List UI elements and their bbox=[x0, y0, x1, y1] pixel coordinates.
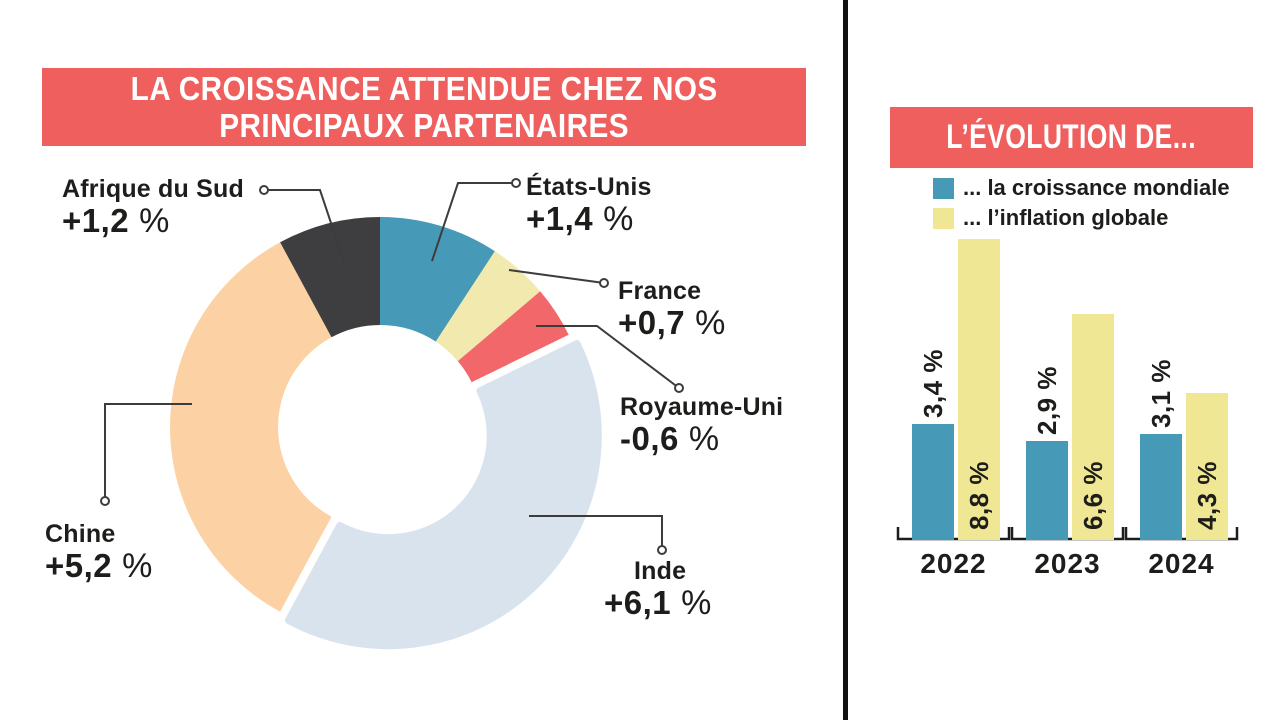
donut-label-inde: Inde +6,1 % bbox=[604, 558, 712, 620]
legend-item-inflation-globale: ... l’inflation globale bbox=[933, 205, 1168, 231]
growth-number: +6,1 bbox=[604, 584, 672, 621]
year-label-2022: 2022 bbox=[920, 548, 987, 579]
legend-swatch-inflation-globale bbox=[933, 207, 954, 229]
bar-value-label-inflation-2023: 6,6 % bbox=[1078, 461, 1108, 530]
percent-sign: % bbox=[593, 200, 634, 238]
bar-inflation-2023 bbox=[1072, 314, 1114, 540]
donut-slice-afrique-du-sud bbox=[280, 217, 380, 338]
country-growth-value: +1,2 % bbox=[62, 202, 244, 240]
donut-label-france: France +0,7 % bbox=[618, 278, 726, 340]
leader-dot-chine bbox=[100, 496, 110, 506]
percent-sign: % bbox=[671, 584, 712, 622]
country-name: Afrique du Sud bbox=[62, 175, 244, 203]
bar-croissance-2022 bbox=[912, 424, 954, 540]
donut-slice-france bbox=[435, 251, 541, 362]
bar-value-label-inflation-2024: 4,3 % bbox=[1192, 461, 1222, 530]
right-title-text: L’ÉVOLUTION DE... bbox=[946, 118, 1197, 156]
bar-croissance-2023 bbox=[1026, 441, 1068, 540]
percent-sign: % bbox=[129, 202, 170, 240]
country-name: France bbox=[618, 277, 702, 305]
country-growth-value: +1,4 % bbox=[526, 200, 652, 238]
leader-dot-afrique-du-sud bbox=[259, 185, 269, 195]
bar-value-label-inflation-2022: 8,8 % bbox=[964, 461, 994, 530]
legend-label-inflation-globale: ... l’inflation globale bbox=[963, 205, 1169, 230]
leader-line-etats-unis bbox=[431, 182, 516, 262]
leader-dot-royaume-uni bbox=[674, 383, 684, 393]
leader-dot-etats-unis bbox=[511, 178, 521, 188]
leader-dot-france bbox=[599, 278, 609, 288]
country-growth-value: +5,2 % bbox=[45, 547, 153, 585]
growth-number: +1,2 bbox=[62, 202, 130, 239]
donut-slice-royaume-uni bbox=[457, 291, 569, 383]
country-name: Chine bbox=[45, 520, 116, 548]
growth-number: -0,6 bbox=[620, 420, 679, 457]
growth-number: +1,4 bbox=[526, 200, 594, 237]
percent-sign: % bbox=[685, 304, 726, 342]
percent-sign: % bbox=[678, 420, 720, 458]
leader-line-france bbox=[508, 269, 605, 284]
legend-label-croissance-mondiale: ... la croissance mondiale bbox=[963, 175, 1230, 200]
leader-line-chine bbox=[104, 403, 192, 501]
left-title-text: LA CROISSANCE ATTENDUE CHEZ NOS PRINCIPA… bbox=[130, 70, 717, 144]
bar-croissance-2024 bbox=[1140, 434, 1182, 540]
leader-line-royaume-uni bbox=[536, 325, 680, 389]
year-label-2023: 2023 bbox=[1034, 548, 1101, 579]
legend-swatch-croissance-mondiale bbox=[933, 177, 954, 199]
left-title-line-2: PRINCIPAUX PARTENAIRES bbox=[219, 107, 629, 144]
country-growth-value: -0,6 % bbox=[620, 420, 783, 458]
country-growth-value: +6,1 % bbox=[604, 584, 712, 622]
left-title-banner: LA CROISSANCE ATTENDUE CHEZ NOS PRINCIPA… bbox=[42, 68, 806, 146]
right-title-banner: L’ÉVOLUTION DE... bbox=[890, 107, 1253, 168]
legend-item-croissance-mondiale: ... la croissance mondiale bbox=[933, 175, 1230, 201]
bar-inflation-2024 bbox=[1186, 393, 1228, 540]
donut-slice-etats-unis bbox=[380, 217, 495, 342]
country-name: Royaume-Uni bbox=[620, 393, 784, 421]
donut-label-royaume-uni: Royaume-Uni -0,6 % bbox=[620, 394, 783, 456]
donut-slice-inde bbox=[284, 339, 602, 650]
percent-sign: % bbox=[112, 547, 153, 585]
donut-label-afrique-du-sud: Afrique du Sud +1,2 % bbox=[62, 176, 244, 238]
country-name: Inde bbox=[634, 557, 687, 585]
year-label-2024: 2024 bbox=[1148, 548, 1215, 579]
donut-label-etats-unis: États-Unis +1,4 % bbox=[526, 174, 652, 236]
donut-label-chine: Chine +5,2 % bbox=[45, 521, 153, 583]
leader-line-afrique-du-sud bbox=[264, 189, 346, 266]
donut-slice-chine bbox=[170, 242, 332, 612]
panel-divider bbox=[843, 0, 848, 720]
bar-value-label-croissance-2024: 3,1 % bbox=[1146, 359, 1176, 428]
leader-dot-inde bbox=[657, 545, 667, 555]
left-title-line-1: LA CROISSANCE ATTENDUE CHEZ NOS bbox=[130, 70, 718, 107]
country-name: États-Unis bbox=[526, 173, 652, 201]
bar-inflation-2022 bbox=[958, 239, 1000, 540]
bar-value-label-croissance-2023: 2,9 % bbox=[1032, 366, 1062, 435]
bar-value-label-croissance-2022: 3,4 % bbox=[918, 349, 948, 418]
leader-line-inde bbox=[529, 515, 663, 550]
growth-number: +0,7 bbox=[618, 304, 686, 341]
growth-number: +5,2 bbox=[45, 547, 113, 584]
country-growth-value: +0,7 % bbox=[618, 304, 726, 342]
